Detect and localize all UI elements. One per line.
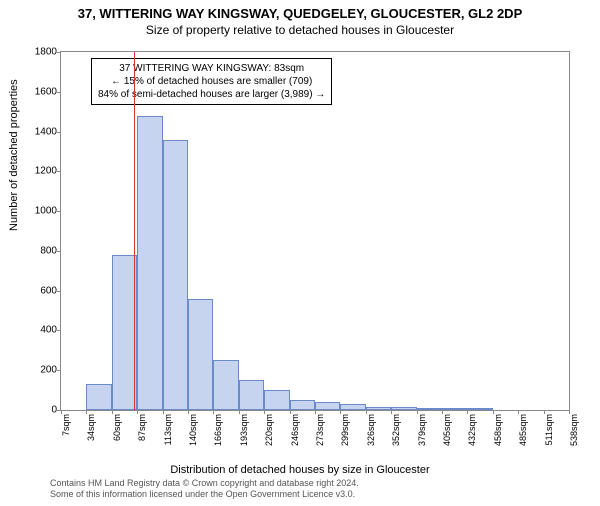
x-tick-mark <box>493 410 494 414</box>
x-tick-label: 220sqm <box>264 414 274 446</box>
x-tick-mark <box>518 410 519 414</box>
x-tick-mark <box>213 410 214 414</box>
annotation-line2: ← 15% of detached houses are smaller (70… <box>98 75 325 88</box>
x-tick-mark <box>163 410 164 414</box>
annotation-line3: 84% of semi-detached houses are larger (… <box>98 88 325 101</box>
x-tick-mark <box>137 410 138 414</box>
x-tick-mark <box>569 410 570 414</box>
x-tick-label: 113sqm <box>163 414 173 445</box>
x-tick-label: 193sqm <box>239 414 249 446</box>
y-tick-label: 1600 <box>35 86 57 97</box>
y-tick-mark <box>57 291 61 292</box>
y-tick-label: 800 <box>40 245 57 256</box>
x-tick-label: 485sqm <box>518 414 528 446</box>
x-tick-mark <box>315 410 316 414</box>
x-tick-label: 246sqm <box>290 414 300 446</box>
histogram-bar <box>239 380 264 410</box>
x-tick-label: 538sqm <box>569 414 579 446</box>
x-tick-mark <box>239 410 240 414</box>
x-tick-mark <box>112 410 113 414</box>
x-tick-label: 458sqm <box>493 414 503 446</box>
histogram-bar <box>315 402 340 410</box>
x-tick-mark <box>417 410 418 414</box>
x-tick-mark <box>544 410 545 414</box>
annotation-line1: 37 WITTERING WAY KINGSWAY: 83sqm <box>98 62 325 75</box>
y-axis-label: Number of detached properties <box>8 79 20 231</box>
x-tick-label: 273sqm <box>315 414 325 446</box>
x-tick-mark <box>290 410 291 414</box>
x-tick-mark <box>442 410 443 414</box>
histogram-bar <box>264 390 289 410</box>
x-tick-label: 352sqm <box>391 414 401 446</box>
histogram-bar <box>442 408 467 410</box>
histogram-bar <box>86 384 111 410</box>
histogram-bar <box>391 407 416 410</box>
x-tick-label: 511sqm <box>544 414 554 445</box>
histogram-chart: 37 WITTERING WAY KINGSWAY: 83sqm ← 15% o… <box>60 51 570 411</box>
x-tick-label: 379sqm <box>417 414 427 446</box>
x-tick-label: 166sqm <box>213 414 223 446</box>
y-tick-label: 1800 <box>35 47 57 58</box>
x-tick-mark <box>366 410 367 414</box>
histogram-bar <box>340 404 365 410</box>
x-tick-label: 299sqm <box>340 414 350 446</box>
x-tick-label: 87sqm <box>137 414 147 441</box>
x-tick-mark <box>61 410 62 414</box>
annotation-box: 37 WITTERING WAY KINGSWAY: 83sqm ← 15% o… <box>91 58 332 105</box>
y-tick-mark <box>57 171 61 172</box>
y-tick-mark <box>57 330 61 331</box>
y-tick-label: 200 <box>40 365 57 376</box>
page-subtitle: Size of property relative to detached ho… <box>0 23 600 37</box>
histogram-bar <box>290 400 315 410</box>
y-tick-label: 400 <box>40 325 57 336</box>
histogram-bar <box>213 360 238 410</box>
footer-text: Contains HM Land Registry data © Crown c… <box>50 478 359 500</box>
histogram-bar <box>366 407 391 410</box>
x-tick-mark <box>391 410 392 414</box>
y-tick-label: 600 <box>40 285 57 296</box>
x-tick-label: 326sqm <box>366 414 376 446</box>
y-tick-mark <box>57 251 61 252</box>
y-tick-mark <box>57 211 61 212</box>
y-tick-label: 1000 <box>35 206 57 217</box>
footer-line1: Contains HM Land Registry data © Crown c… <box>50 478 359 489</box>
y-tick-label: 1200 <box>35 166 57 177</box>
x-tick-label: 140sqm <box>188 414 198 446</box>
x-tick-mark <box>467 410 468 414</box>
x-tick-mark <box>188 410 189 414</box>
histogram-bar <box>137 116 162 410</box>
x-tick-mark <box>340 410 341 414</box>
property-marker-line <box>134 52 135 410</box>
y-tick-mark <box>57 370 61 371</box>
histogram-bar <box>163 140 188 410</box>
y-tick-mark <box>57 92 61 93</box>
x-tick-label: 432sqm <box>467 414 477 446</box>
histogram-bar <box>467 408 492 410</box>
histogram-bar <box>188 299 213 410</box>
x-tick-label: 34sqm <box>86 414 96 441</box>
y-tick-label: 1400 <box>35 126 57 137</box>
page-title: 37, WITTERING WAY KINGSWAY, QUEDGELEY, G… <box>0 6 600 21</box>
x-tick-label: 7sqm <box>61 414 71 436</box>
y-tick-mark <box>57 132 61 133</box>
x-tick-label: 60sqm <box>112 414 122 441</box>
x-tick-mark <box>264 410 265 414</box>
footer-line2: Some of this information licensed under … <box>50 489 359 500</box>
x-axis-label: Distribution of detached houses by size … <box>0 464 600 476</box>
x-tick-label: 405sqm <box>442 414 452 446</box>
y-tick-mark <box>57 52 61 53</box>
x-tick-mark <box>86 410 87 414</box>
histogram-bar <box>417 408 442 410</box>
